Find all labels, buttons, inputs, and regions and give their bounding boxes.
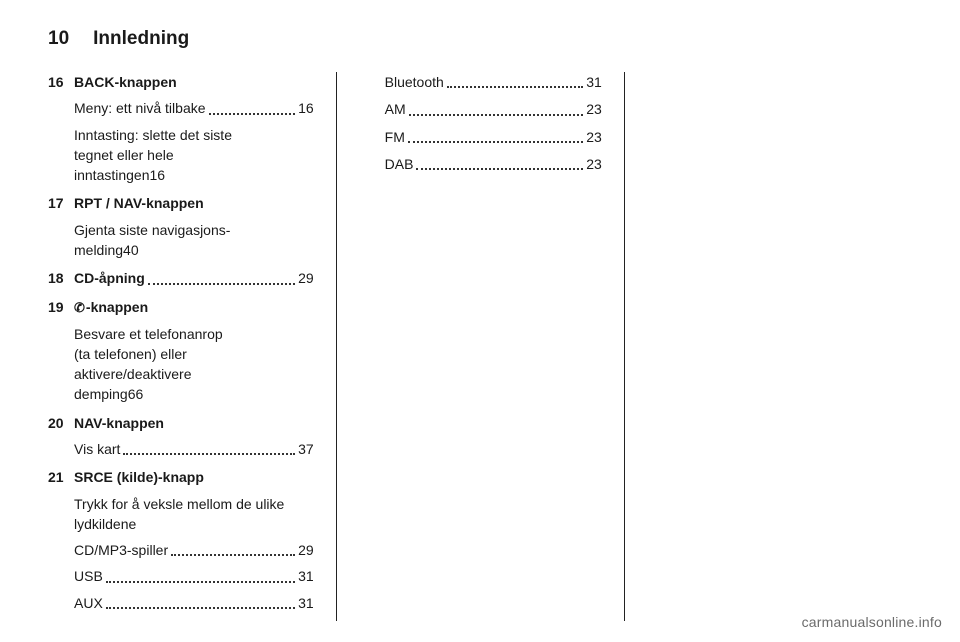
dot-leader [409,114,584,116]
toc-entry-18: 18 CD-åpning 29 [48,268,314,288]
manual-page: 10 Innledning 16 BACK-knappen Meny: ett … [0,0,960,641]
toc-page: 23 [586,154,602,174]
toc-page: 29 [298,268,314,288]
toc-text: AUX [74,593,103,613]
toc-text: aktivere/deaktivere [74,364,314,384]
entry-title: -knappen [74,297,314,318]
entry-number: 21 [48,467,74,487]
toc-text: tegnet eller hele [74,145,314,165]
toc-text: Trykk for å veksle mellom [74,496,232,512]
dot-leader [106,581,295,583]
entry-title: SRCE (kilde)-knapp [74,467,314,487]
toc-page: 31 [298,593,314,613]
dot-leader [209,113,296,115]
toc-text: DAB [385,154,414,174]
entry-title: BACK-knappen [74,72,314,92]
toc-text: Bluetooth [385,72,444,92]
toc-text: demping [74,384,128,404]
toc-page: 37 [298,439,314,459]
toc-line: FM 23 [359,127,602,147]
toc-text: (ta telefonen) eller [74,344,314,364]
toc-entry-17: 17 RPT / NAV-knappen Gjenta siste naviga… [48,193,314,260]
dot-leader [447,86,583,88]
toc-text: FM [385,127,405,147]
toc-page: 23 [586,99,602,119]
toc-text: Gjenta siste navigasjons- [74,220,314,240]
toc-page: 31 [298,566,314,586]
entry-number: 17 [48,193,74,213]
toc-text: inntastingen [74,165,150,185]
dot-leader [416,168,583,170]
dot-leader [408,141,583,143]
column-left: 16 BACK-knappen Meny: ett nivå tilbake 1… [48,72,336,621]
toc-page: 29 [298,540,314,560]
dot-leader [123,453,295,455]
toc-page: 31 [586,72,602,92]
toc-text: AM [385,99,406,119]
entry-number: 16 [48,72,74,92]
entry-title: RPT / NAV-knappen [74,193,314,213]
content-columns: 16 BACK-knappen Meny: ett nivå tilbake 1… [48,72,912,621]
column-middle: Bluetooth 31 AM 23 FM 23 DAB 23 [336,72,624,621]
entry-number: 20 [48,413,74,433]
toc-page: 23 [586,127,602,147]
toc-line: Bluetooth 31 [359,72,602,92]
toc-entry-16: 16 BACK-knappen Meny: ett nivå tilbake 1… [48,72,314,185]
page-number: 10 [48,28,69,50]
toc-entry-20: 20 NAV-knappen Vis kart 37 [48,413,314,460]
toc-page: 66 [128,384,144,404]
entry-number: 18 [48,268,74,288]
toc-line: AM 23 [359,99,602,119]
toc-text: melding [74,240,123,260]
dot-leader [106,607,295,609]
toc-page: 16 [298,98,314,118]
dot-leader [148,283,295,285]
toc-text: CD/MP3-spiller [74,540,168,560]
toc-text: Meny: ett nivå tilbake [74,98,206,118]
column-right [624,72,912,621]
toc-text: Vis kart [74,439,120,459]
toc-line: Meny: ett nivå tilbake 16 [74,98,314,118]
page-header: 10 Innledning [48,28,912,50]
entry-number: 19 [48,297,74,317]
toc-line: DAB 23 [359,154,602,174]
toc-entry-19: 19 -knappen Besvare et telefonanrop (ta … [48,297,314,405]
dot-leader [171,554,295,556]
toc-page: 16 [150,165,166,185]
toc-text: Besvare et telefonanrop [74,324,314,344]
entry-title-text: -knappen [86,299,148,315]
toc-entry-21: 21 SRCE (kilde)-knapp Trykk for å veksle… [48,467,314,613]
toc-text: USB [74,566,103,586]
toc-page: 40 [123,240,139,260]
toc-text: Inntasting: slette det siste [74,125,314,145]
phone-icon [74,299,86,315]
footer-watermark: carmanualsonline.info [802,614,942,630]
entry-title: NAV-knappen [74,413,314,433]
entry-title: CD-åpning [74,268,145,288]
page-title: Innledning [93,28,189,50]
